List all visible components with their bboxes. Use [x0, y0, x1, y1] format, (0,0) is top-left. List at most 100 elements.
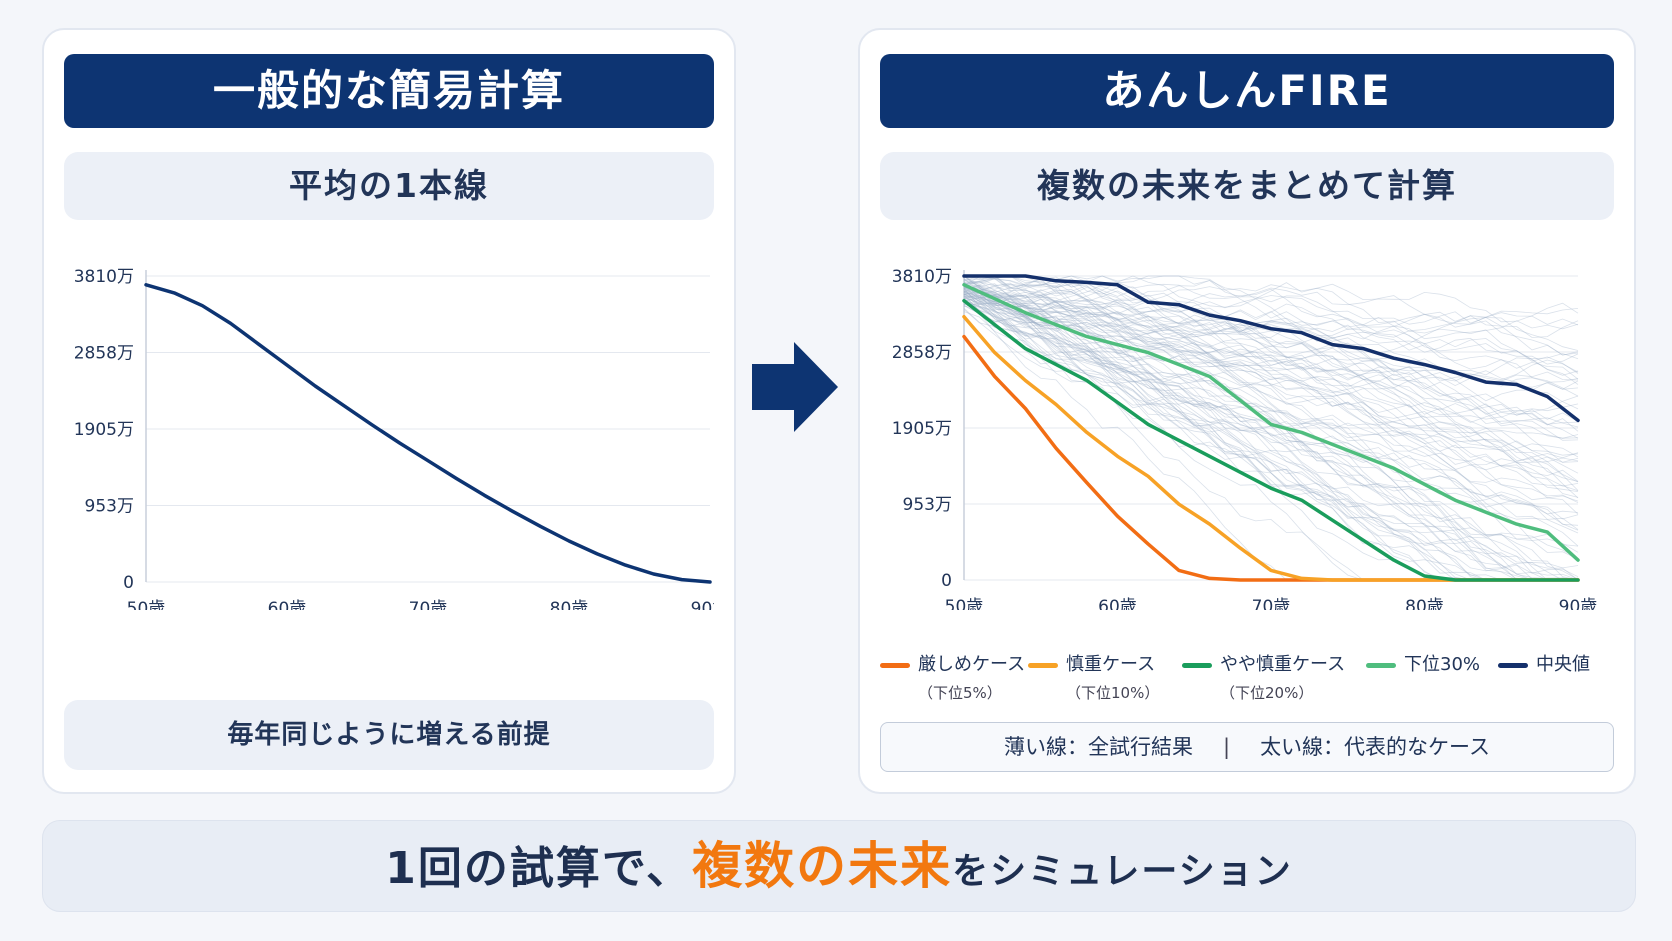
- faint-trial-line: [963, 295, 1578, 581]
- faint-trial-line: [963, 293, 1579, 339]
- left-y-tick-label: 3810万: [74, 267, 134, 287]
- legend-label: 厳しめケース: [918, 654, 1026, 675]
- faint-trial-line: [963, 287, 1579, 560]
- faint-trial-line: [963, 275, 1579, 354]
- legend-swatch: [1028, 662, 1058, 668]
- average-line: [144, 283, 712, 584]
- legend-swatch: [880, 662, 910, 668]
- faint-trial-line: [963, 291, 1579, 410]
- faint-trial-line: [963, 289, 1578, 581]
- median-line: [962, 274, 1580, 423]
- left-panel: 一般的な簡易計算 平均の1本線 3810万 2858万 1905万 953万 0 50歳 6…: [42, 28, 736, 794]
- left-x-tick-label: 70歳: [409, 599, 448, 610]
- faint-trial-line: [963, 290, 1579, 581]
- faint-trial-line: [963, 286, 1579, 385]
- faint-trial-line: [963, 275, 1579, 327]
- faint-trial-line: [963, 295, 1578, 581]
- faint-trial-line: [963, 275, 1579, 323]
- faint-trial-line: [963, 275, 1579, 356]
- faint-trial-line: [963, 284, 1578, 581]
- faint-trial-line: [963, 287, 1579, 441]
- right-y-tick-label: 2858万: [892, 343, 952, 363]
- faint-trial-line: [963, 304, 1579, 578]
- legend-label: 下位30%: [1404, 654, 1481, 675]
- faint-trial-line: [963, 294, 1579, 547]
- faint-trial-line: [963, 303, 1579, 515]
- banner-text-1: 1回の試算で、: [385, 843, 693, 894]
- faint-trial-line: [963, 298, 1579, 502]
- banner-accent-text: 複数の未来: [692, 837, 953, 895]
- legend-item: 厳しめケース （下位5%）: [880, 650, 1025, 703]
- faint-trial-line: [963, 279, 1579, 534]
- faint-trial-line: [963, 275, 1579, 520]
- left-y-tick-label: 953万: [85, 496, 134, 516]
- faint-trial-line: [963, 276, 1579, 492]
- faint-line-note: 薄い線：全試行結果: [1003, 735, 1193, 759]
- faint-trial-line: [963, 284, 1579, 330]
- faint-trial-line: [963, 277, 1579, 439]
- legend-sublabel: （下位10%）: [1066, 684, 1160, 702]
- legend-sublabel: （下位5%）: [918, 684, 1002, 702]
- faint-trial-line: [963, 275, 1579, 515]
- right-y-tick-label: 0: [941, 571, 952, 591]
- right-panel-subtitle: 複数の未来をまとめて計算: [880, 152, 1614, 220]
- faint-trial-line: [963, 303, 1578, 581]
- legend-item: 中央値: [1498, 650, 1590, 676]
- right-y-tick-label: 953万: [903, 495, 952, 515]
- faint-trial-line: [963, 282, 1578, 581]
- somewhat-careful-line: [962, 298, 1580, 582]
- faint-trial-line: [963, 301, 1579, 580]
- faint-trial-line: [963, 275, 1579, 381]
- faint-trial-line: [963, 293, 1579, 418]
- right-x-tick-label: 80歳: [1405, 597, 1444, 610]
- right-panel-title: あんしんFIRE: [880, 54, 1614, 128]
- careful-case-line: [962, 314, 1580, 582]
- faint-trial-line: [963, 285, 1579, 428]
- faint-trial-line: [963, 297, 1579, 492]
- faint-trial-line: [963, 289, 1579, 439]
- faint-trial-line: [963, 281, 1579, 483]
- chart-legend: 厳しめケース （下位5%） 慎重ケース （下位10%） やや慎重ケース （下位20%） 下位…: [880, 650, 1620, 710]
- faint-trial-line: [963, 287, 1579, 553]
- faint-trial-line: [963, 297, 1579, 530]
- left-y-tick-label: 0: [123, 573, 134, 593]
- legend-label: やや慎重ケース: [1220, 654, 1346, 675]
- faint-trial-line: [963, 292, 1579, 581]
- right-x-tick-label: 60歳: [1098, 597, 1137, 610]
- faint-trial-line: [963, 293, 1579, 463]
- left-panel-subtitle: 平均の1本線: [64, 152, 714, 220]
- thick-line-note: 太い線：代表的なケース: [1260, 735, 1491, 759]
- faint-trial-line: [963, 290, 1579, 482]
- faint-trial-line: [963, 283, 1579, 463]
- summary-banner: 1回の試算で、複数の未来をシミュレーション: [42, 820, 1636, 912]
- right-y-tick-label: 1905万: [892, 419, 952, 439]
- faint-trial-line: [963, 290, 1579, 498]
- right-panel: あんしんFIRE 複数の未来をまとめて計算 3810万 2858万 1905万 953…: [858, 28, 1636, 794]
- faint-trial-line: [963, 294, 1578, 581]
- legend-sublabel: （下位20%）: [1220, 684, 1314, 702]
- legend-item: やや慎重ケース （下位20%）: [1182, 650, 1345, 703]
- legend-label: 慎重ケース: [1066, 654, 1156, 675]
- simulation-line-chart: 3810万 2858万 1905万 953万 0 50歳 60歳 70歳 80歳 90歳: [892, 267, 1598, 610]
- legend-swatch: [1182, 662, 1212, 668]
- faint-trial-line: [963, 275, 1579, 356]
- faint-trial-line: [964, 275, 1579, 432]
- left-x-tick-label: 90歳: [691, 599, 714, 610]
- faint-trial-line: [963, 275, 1579, 390]
- left-panel-title: 一般的な簡易計算: [64, 54, 714, 128]
- faint-trial-line: [963, 292, 1578, 581]
- banner-text-2: をシミュレーション: [952, 851, 1293, 892]
- right-x-tick-label: 50歳: [945, 597, 984, 610]
- left-y-tick-label: 1905万: [74, 420, 134, 440]
- faint-trial-line: [963, 294, 1579, 504]
- legend-swatch: [1498, 662, 1528, 668]
- legend-item: 慎重ケース （下位10%）: [1028, 650, 1159, 703]
- right-arrow-icon: [752, 342, 838, 432]
- right-x-tick-label: 90歳: [1559, 597, 1598, 610]
- faint-trial-line: [963, 283, 1579, 439]
- faint-trial-line: [963, 301, 1578, 581]
- faint-trial-line: [963, 289, 1579, 413]
- faint-trial-line: [963, 279, 1579, 342]
- right-y-tick-label: 3810万: [892, 267, 952, 287]
- faint-trial-line: [963, 285, 1579, 422]
